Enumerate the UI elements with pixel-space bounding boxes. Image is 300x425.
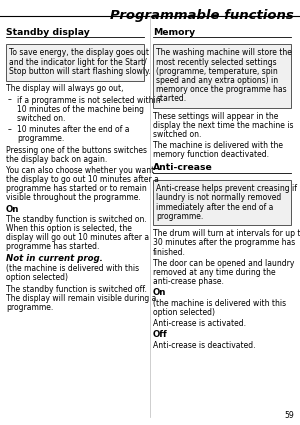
Text: The door can be opened and laundry: The door can be opened and laundry xyxy=(153,259,294,268)
Text: option selected): option selected) xyxy=(6,273,68,282)
Text: On: On xyxy=(153,288,166,298)
Text: When this option is selected, the: When this option is selected, the xyxy=(6,224,132,233)
Text: The drum will turn at intervals for up to: The drum will turn at intervals for up t… xyxy=(153,229,300,238)
Text: programme.: programme. xyxy=(6,303,53,312)
Text: (the machine is delivered with this: (the machine is delivered with this xyxy=(6,264,139,273)
Text: programme.: programme. xyxy=(156,212,204,221)
Text: speed and any extra options) in: speed and any extra options) in xyxy=(156,76,278,85)
Text: display the next time the machine is: display the next time the machine is xyxy=(153,121,293,130)
Text: The standby function is switched on.: The standby function is switched on. xyxy=(6,215,147,224)
Text: On: On xyxy=(6,204,20,214)
Text: –: – xyxy=(8,96,11,105)
Text: Anti-crease: Anti-crease xyxy=(153,163,213,173)
Text: memory function deactivated.: memory function deactivated. xyxy=(153,150,269,159)
Text: option selected): option selected) xyxy=(153,308,215,317)
FancyBboxPatch shape xyxy=(153,179,291,225)
Text: laundry is not normally removed: laundry is not normally removed xyxy=(156,193,282,202)
Text: 30 minutes after the programme has: 30 minutes after the programme has xyxy=(153,238,295,247)
Text: (programme, temperature, spin: (programme, temperature, spin xyxy=(156,67,278,76)
Text: Not in current prog.: Not in current prog. xyxy=(6,254,103,263)
Text: immediately after the end of a: immediately after the end of a xyxy=(156,202,274,212)
Text: most recently selected settings: most recently selected settings xyxy=(156,58,277,67)
Text: programme has started.: programme has started. xyxy=(6,242,99,252)
Text: –: – xyxy=(8,125,11,134)
Text: programme has started or to remain: programme has started or to remain xyxy=(6,184,147,193)
Text: Anti-crease is activated.: Anti-crease is activated. xyxy=(153,319,246,328)
Text: 59: 59 xyxy=(284,411,294,420)
Text: The display will always go out,: The display will always go out, xyxy=(6,85,124,94)
Text: the display to go out 10 minutes after a: the display to go out 10 minutes after a xyxy=(6,175,159,184)
Text: switched on.: switched on. xyxy=(17,114,66,123)
Text: programme.: programme. xyxy=(17,134,65,143)
Text: The standby function is switched off.: The standby function is switched off. xyxy=(6,284,147,294)
Text: and the indicator light for the Start/: and the indicator light for the Start/ xyxy=(9,58,147,67)
Text: memory once the programme has: memory once the programme has xyxy=(156,85,287,94)
Text: These settings will appear in the: These settings will appear in the xyxy=(153,112,278,121)
Text: Stop button will start flashing slowly.: Stop button will start flashing slowly. xyxy=(9,67,151,76)
Text: 10 minutes of the machine being: 10 minutes of the machine being xyxy=(17,105,144,114)
Text: finished.: finished. xyxy=(153,247,186,257)
Text: Programmable functions: Programmable functions xyxy=(110,9,294,23)
Text: if a programme is not selected within: if a programme is not selected within xyxy=(17,96,161,105)
Text: Pressing one of the buttons switches: Pressing one of the buttons switches xyxy=(6,145,147,155)
Text: Anti-crease helps prevent creasing if: Anti-crease helps prevent creasing if xyxy=(156,184,297,193)
Text: the display back on again.: the display back on again. xyxy=(6,155,107,164)
Text: visible throughout the programme.: visible throughout the programme. xyxy=(6,193,141,202)
FancyBboxPatch shape xyxy=(153,44,291,108)
Text: switched on.: switched on. xyxy=(153,130,201,139)
Text: removed at any time during the: removed at any time during the xyxy=(153,268,276,277)
Text: To save energy, the display goes out: To save energy, the display goes out xyxy=(9,48,149,57)
Text: 10 minutes after the end of a: 10 minutes after the end of a xyxy=(17,125,130,134)
Text: Off: Off xyxy=(153,331,168,340)
Text: The display will remain visible during a: The display will remain visible during a xyxy=(6,294,156,303)
Text: started.: started. xyxy=(156,94,186,103)
Text: (the machine is delivered with this: (the machine is delivered with this xyxy=(153,299,286,308)
Text: You can also choose whether you want: You can also choose whether you want xyxy=(6,166,154,175)
Text: Memory: Memory xyxy=(153,28,195,37)
Text: display will go out 10 minutes after a: display will go out 10 minutes after a xyxy=(6,233,149,242)
Text: Anti-crease is deactivated.: Anti-crease is deactivated. xyxy=(153,341,256,350)
Text: The washing machine will store the: The washing machine will store the xyxy=(156,48,292,57)
Text: The machine is delivered with the: The machine is delivered with the xyxy=(153,141,283,150)
Text: anti-crease phase.: anti-crease phase. xyxy=(153,277,224,286)
FancyBboxPatch shape xyxy=(6,44,144,81)
Text: Standby display: Standby display xyxy=(6,28,90,37)
